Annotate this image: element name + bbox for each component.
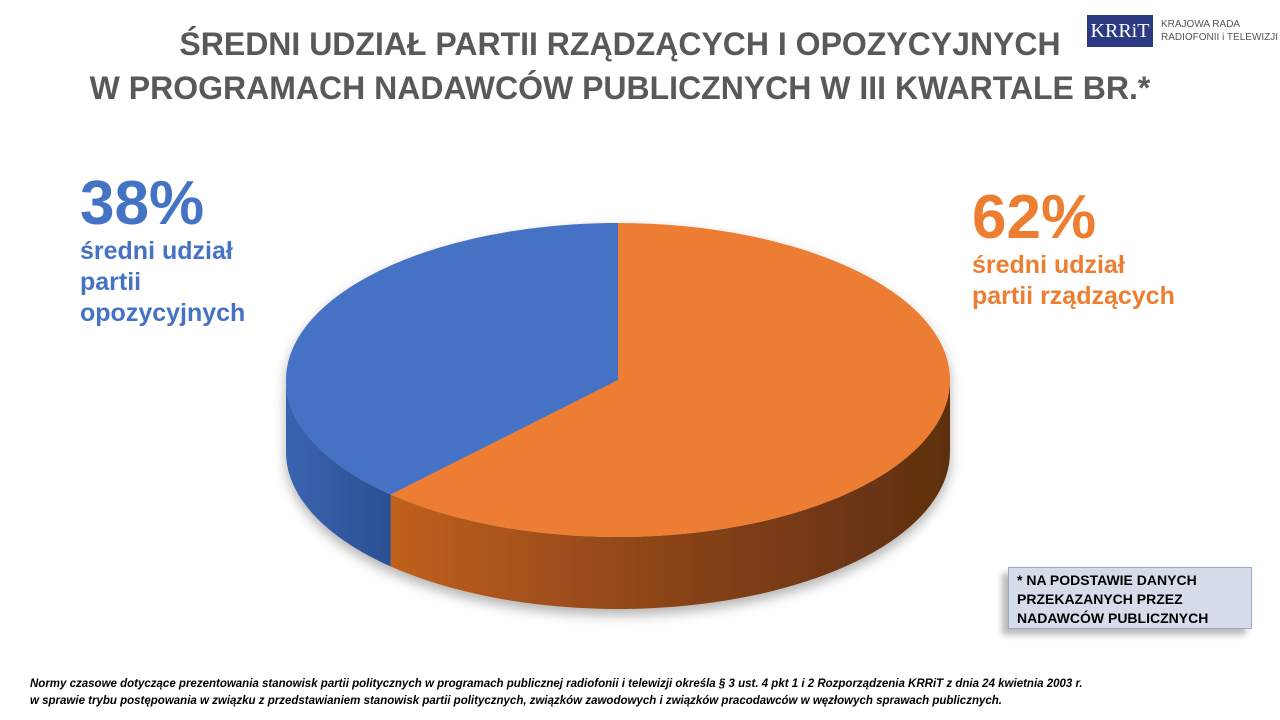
note-line-3: NADAWCÓW PUBLICZNYCH xyxy=(1017,610,1209,626)
source-note: * NA PODSTAWIE DANYCH PRZEKAZANYCH PRZEZ… xyxy=(1008,567,1252,629)
krrit-logo: KRRiT KRAJOWA RADA RADIOFONII i TELEWIZJ… xyxy=(1087,15,1278,47)
desc-ruling-1: średni udział xyxy=(972,251,1125,279)
footer-line-2: w sprawie trybu postępowania w związku z… xyxy=(30,695,1002,707)
note-line-1: * NA PODSTAWIE DANYCH xyxy=(1017,572,1197,588)
chart-title-line-2: W PROGRAMACH NADAWCÓW PUBLICZNYCH W III … xyxy=(89,70,1151,106)
logo-line-2: RADIOFONII i TELEWIZJI xyxy=(1161,32,1279,43)
pie-side-1 xyxy=(286,380,391,567)
pie-slice-0 xyxy=(390,223,950,537)
chart-title-line-1: ŚREDNI UDZIAŁ PARTII RZĄDZĄCYCH I OPOZYC… xyxy=(179,26,1061,62)
label-opposition: 38% średni udział partii opozycyjnych xyxy=(80,172,245,329)
desc-opposition-1: średni udział xyxy=(80,237,233,265)
logo-mark: KRRiT xyxy=(1087,15,1153,47)
desc-opposition-3: opozycyjnych xyxy=(80,299,246,327)
note-line-2: PRZEKAZANYCH PRZEZ xyxy=(1017,591,1183,607)
pct-opposition: 38% xyxy=(80,169,205,238)
pie-side-0 xyxy=(390,380,950,609)
footer-legal-note: Normy czasowe dotyczące prezentowania st… xyxy=(30,676,1083,710)
desc-ruling-2: partii rządzących xyxy=(972,282,1175,310)
desc-opposition-2: partii xyxy=(80,268,142,296)
label-ruling: 62% średni udział partii rządzących xyxy=(972,186,1175,312)
logo-line-1: KRAJOWA RADA xyxy=(1161,19,1241,30)
footer-line-1: Normy czasowe dotyczące prezentowania st… xyxy=(30,678,1083,690)
pct-ruling: 62% xyxy=(972,183,1097,252)
pie-slice-1 xyxy=(286,223,618,495)
